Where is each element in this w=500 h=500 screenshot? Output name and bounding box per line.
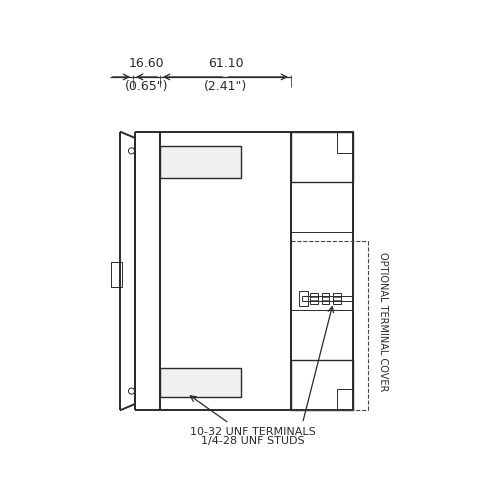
Text: 61.10: 61.10 <box>208 57 244 70</box>
Bar <box>322 294 330 304</box>
Text: 16.60: 16.60 <box>128 57 164 70</box>
Bar <box>337 389 352 410</box>
Text: OPTIONAL TERMINAL COVER: OPTIONAL TERMINAL COVER <box>378 252 388 392</box>
Bar <box>310 294 318 304</box>
Bar <box>112 262 122 287</box>
Bar <box>291 360 352 410</box>
Bar <box>333 294 341 304</box>
Bar <box>291 182 352 232</box>
Text: 10-32 UNF TERMINALS: 10-32 UNF TERMINALS <box>190 426 316 436</box>
Text: 1/4-28 UNF STUDS: 1/4-28 UNF STUDS <box>200 436 304 446</box>
Bar <box>298 291 308 306</box>
Bar <box>160 146 241 178</box>
Bar <box>291 132 352 182</box>
Bar <box>291 310 352 360</box>
Text: (0.65"): (0.65") <box>124 80 168 93</box>
Bar <box>160 368 241 398</box>
Bar <box>291 132 352 410</box>
Text: (2.41"): (2.41") <box>204 80 247 93</box>
Bar <box>337 132 352 153</box>
Bar <box>160 132 291 410</box>
